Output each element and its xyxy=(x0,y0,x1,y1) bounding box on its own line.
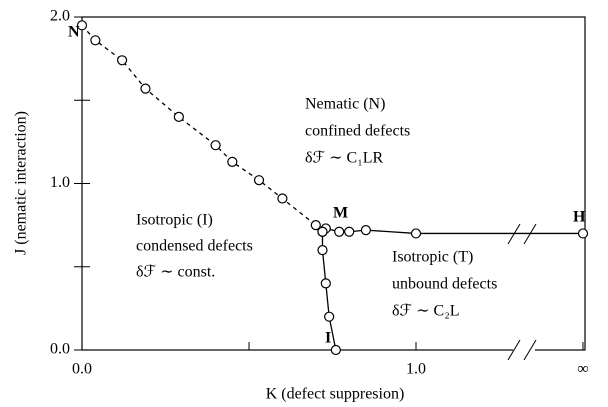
annotation: H xyxy=(573,209,586,226)
x-tick-label: 1.0 xyxy=(406,361,426,378)
x-tick-label: ∞ xyxy=(577,361,588,378)
data-point xyxy=(277,193,288,204)
data-point xyxy=(116,55,128,66)
annotation: δℱ ∼ C₁LR xyxy=(305,150,384,167)
plot-frame xyxy=(81,16,586,351)
x-axis-label: K (defect suppresion) xyxy=(266,386,405,403)
data-point xyxy=(227,156,238,167)
data-point xyxy=(320,278,331,289)
y-tick-label: 2.0 xyxy=(50,8,70,25)
annotation: Isotropic (T) xyxy=(392,249,473,266)
annotation: Nematic (N) xyxy=(305,96,385,113)
phase-boundary xyxy=(81,24,323,233)
data-point xyxy=(210,140,221,151)
data-point xyxy=(344,226,355,237)
data-point xyxy=(360,225,371,236)
data-point xyxy=(410,228,422,239)
data-point xyxy=(76,20,88,31)
data-point xyxy=(324,311,335,322)
annotation: δℱ ∼ const. xyxy=(136,264,215,281)
annotation: I xyxy=(325,330,331,347)
annotation: condensed defects xyxy=(136,238,253,255)
data-point xyxy=(330,344,341,356)
annotation: confined defects xyxy=(305,123,410,140)
data-point xyxy=(140,83,151,94)
axis-break-gap xyxy=(513,346,535,354)
annotation: N xyxy=(68,24,80,41)
data-point xyxy=(90,35,101,46)
y-axis-label: J (nematic interaction) xyxy=(13,111,30,255)
data-point xyxy=(253,175,265,186)
x-tick-label: 0.0 xyxy=(72,361,92,378)
annotation: Isotropic (I) xyxy=(136,212,213,229)
axis-break xyxy=(507,339,521,361)
y-tick-label: 0.0 xyxy=(50,341,70,358)
y-tick-label: 1.0 xyxy=(50,174,70,191)
data-point xyxy=(577,228,589,239)
data-point xyxy=(173,111,184,123)
annotation: unbound defects xyxy=(392,276,497,293)
data-point xyxy=(317,245,328,256)
data-point xyxy=(334,226,345,237)
annotation: M xyxy=(333,205,348,222)
axis-break xyxy=(523,339,537,361)
annotation: δℱ ∼ C₂L xyxy=(392,303,460,320)
data-point xyxy=(317,226,328,237)
data-point xyxy=(310,220,321,231)
